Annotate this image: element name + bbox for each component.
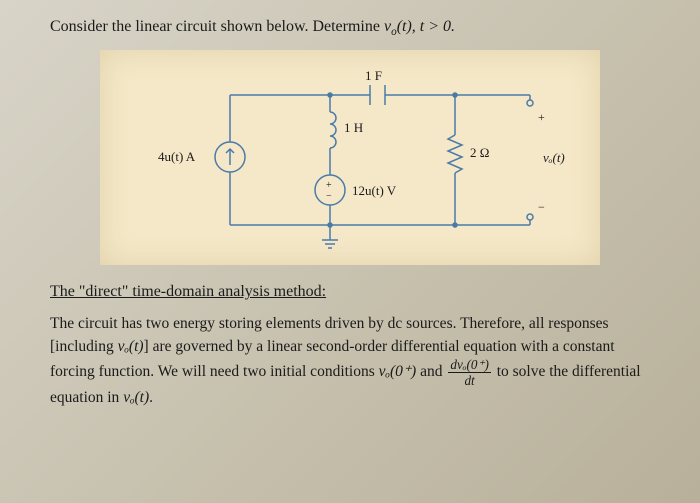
output-minus: − bbox=[538, 200, 545, 215]
body-1e: . bbox=[149, 389, 153, 406]
var-arg: (t), t > 0. bbox=[397, 18, 455, 35]
output-plus: + bbox=[538, 110, 545, 125]
fraction-dvodt: dvₒ(0⁺)dt bbox=[448, 358, 490, 387]
explanation-paragraph: The circuit has two energy storing eleme… bbox=[50, 313, 650, 410]
problem-statement: Consider the linear circuit shown below.… bbox=[50, 18, 650, 38]
body-vo-t-1: vₒ(t) bbox=[118, 338, 144, 355]
current-source-label: 4u(t) A bbox=[158, 149, 195, 165]
resistor-label: 2 Ω bbox=[470, 145, 489, 161]
vsrc-plus-icon: + bbox=[326, 180, 332, 191]
circuit-diagram: + − 1 F 1 H 4u(t) A 12u(t) V 2 Ω vₒ(t) +… bbox=[100, 50, 600, 265]
capacitor-label: 1 F bbox=[365, 68, 382, 84]
voltage-source-label: 12u(t) V bbox=[352, 183, 396, 199]
body-vo-0p: vₒ(0⁺) bbox=[379, 363, 417, 380]
problem-prefix: Consider the linear circuit shown below.… bbox=[50, 18, 384, 35]
frac-den: dt bbox=[448, 373, 490, 387]
inductor-label: 1 H bbox=[344, 120, 363, 136]
method-heading: The "direct" time-domain analysis method… bbox=[50, 283, 650, 301]
output-voltage-label: vₒ(t) bbox=[543, 150, 565, 166]
body-1c: and bbox=[416, 363, 446, 380]
frac-num: dvₒ(0⁺) bbox=[448, 358, 490, 373]
body-vo-t-2: vₒ(t) bbox=[123, 389, 149, 406]
vsrc-minus-icon: − bbox=[326, 191, 332, 202]
